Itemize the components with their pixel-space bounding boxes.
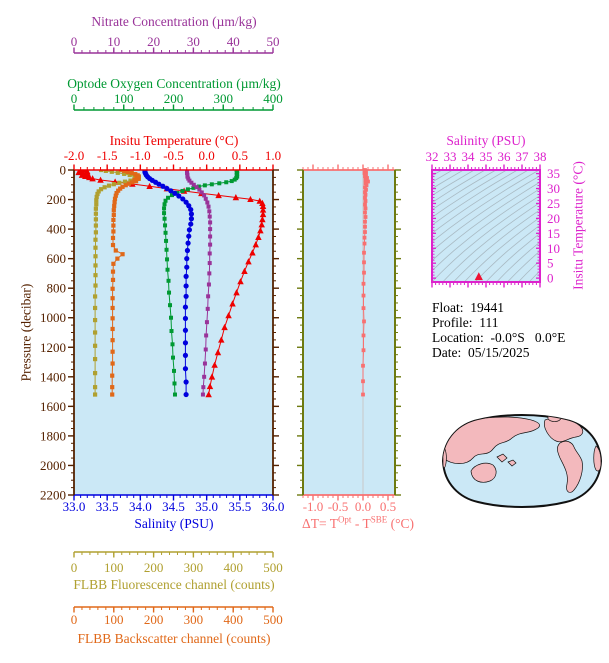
- tick-label: 400: [223, 612, 243, 627]
- tick-label: -1.0: [130, 148, 151, 163]
- tick-label: 5: [547, 256, 554, 271]
- tick-label: 35.5: [228, 499, 251, 514]
- tick-label: 35: [547, 166, 560, 181]
- tick-label: 50: [267, 34, 280, 49]
- tick-label: -1.0: [303, 499, 324, 514]
- tick-label: 300: [184, 560, 204, 575]
- tick-label: 100: [104, 560, 124, 575]
- isopycnal-contours: [432, 170, 540, 282]
- tick-label: 33.5: [96, 499, 119, 514]
- tick-label: 0: [71, 612, 78, 627]
- tick-label: 100: [114, 91, 134, 106]
- tick-label: 300: [184, 612, 204, 627]
- tick-label: 100: [104, 612, 124, 627]
- tick-label: 400: [263, 91, 283, 106]
- tick-label: 400: [47, 222, 67, 237]
- delta-t-axis-title: ΔT= TOpt - TSBE (°C): [302, 514, 414, 531]
- tick-label: 36.0: [262, 499, 285, 514]
- tick-label: 40: [227, 34, 240, 49]
- float-id-line: Float: 19441: [432, 300, 505, 315]
- location-line: Location: -0.0°S 0.0°E: [432, 330, 566, 345]
- tick-label: 30: [187, 34, 200, 49]
- tick-label: 2000: [40, 458, 66, 473]
- tick-label: 20: [147, 34, 160, 49]
- fluorescence-axis: 0 100 200 300 400 500: [71, 551, 283, 575]
- tick-label: 200: [164, 91, 184, 106]
- series-temperature: [75, 170, 267, 398]
- tick-label: 34: [462, 149, 476, 164]
- tick-label: -0.5: [328, 499, 349, 514]
- tick-label: 35: [480, 149, 493, 164]
- delta-t-plot: [297, 164, 401, 501]
- ts-temperature-axis-title: Insitu Temperature (°C): [570, 161, 586, 290]
- tick-label: 30: [547, 181, 560, 196]
- tick-label: -0.5: [163, 148, 184, 163]
- tick-label: 0.0: [355, 499, 371, 514]
- tick-label: 0: [71, 34, 78, 49]
- world-map: [441, 413, 603, 509]
- tick-label: 1800: [40, 428, 66, 443]
- tick-label: 2200: [40, 488, 66, 503]
- tick-label: 1200: [40, 340, 66, 355]
- tick-label: 1000: [40, 310, 66, 325]
- nitrate-axis: 0 10 20 30 40 50: [71, 34, 280, 54]
- tick-label: 0.5: [232, 148, 248, 163]
- tick-label: -1.5: [97, 148, 118, 163]
- tick-label: 400: [223, 560, 243, 575]
- tick-label: 0: [71, 560, 78, 575]
- ts-salinity-axis-title: Salinity (PSU): [446, 133, 526, 148]
- tick-label: 34.5: [162, 499, 185, 514]
- tick-label: 500: [263, 612, 283, 627]
- tick-label: 0: [71, 91, 78, 106]
- tick-label: 32: [426, 149, 439, 164]
- profile-number-line: Profile: 111: [432, 315, 499, 330]
- tick-label: 38: [534, 149, 547, 164]
- backscatter-axis-title: FLBB Backscatter channel (counts): [77, 631, 271, 646]
- tick-label: 0.0: [199, 148, 215, 163]
- salinity-axis-title: Salinity (PSU): [134, 516, 214, 531]
- tick-label: 200: [144, 612, 164, 627]
- backscatter-axis: 0 100 200 300 400 500: [71, 606, 283, 627]
- tick-label: 0.5: [380, 499, 396, 514]
- tick-label: 10: [107, 34, 120, 49]
- series-backscatter: [110, 170, 141, 397]
- tick-label: 25: [547, 196, 560, 211]
- series-nitrate: [185, 170, 213, 397]
- tick-label: 36: [498, 149, 512, 164]
- tick-label: 10: [547, 241, 560, 256]
- nitrate-axis-title: Nitrate Concentration (µm/kg): [91, 14, 257, 29]
- tick-label: 33: [444, 149, 457, 164]
- temperature-axis-title: Insitu Temperature (°C): [109, 133, 239, 148]
- map-land: [443, 415, 601, 493]
- tick-label: 600: [47, 251, 67, 266]
- main-profile-plot: [68, 164, 279, 501]
- tick-label: 33.0: [63, 499, 86, 514]
- series-salinity: [142, 170, 195, 398]
- tick-label: 34.0: [129, 499, 152, 514]
- tick-label: 200: [144, 560, 164, 575]
- tick-label: 20: [547, 211, 560, 226]
- oxygen-axis-title: Optode Oxygen Concentration (µm/kg): [67, 76, 281, 91]
- tick-label: 800: [47, 281, 67, 296]
- fluorescence-axis-title: FLBB Fluorescence channel (counts): [73, 577, 275, 592]
- pressure-axis-title: Pressure (decibar): [18, 283, 34, 382]
- tick-label: 500: [263, 560, 283, 575]
- tick-label: 1600: [40, 399, 66, 414]
- tick-label: 1400: [40, 369, 66, 384]
- tick-label: 15: [547, 226, 560, 241]
- date-line: Date: 05/15/2025: [432, 345, 530, 360]
- oxygen-axis: 0 100 200 300 400: [71, 91, 283, 111]
- profile-series: [75, 170, 267, 398]
- tick-label: 200: [47, 192, 67, 207]
- tick-label: 300: [214, 91, 234, 106]
- tick-label: 37: [516, 149, 530, 164]
- tick-label: 1.0: [265, 148, 281, 163]
- tick-label: 35.0: [195, 499, 218, 514]
- tick-label: 0: [547, 271, 554, 286]
- tick-label: 0: [60, 163, 67, 178]
- tick-label: -2.0: [64, 148, 85, 163]
